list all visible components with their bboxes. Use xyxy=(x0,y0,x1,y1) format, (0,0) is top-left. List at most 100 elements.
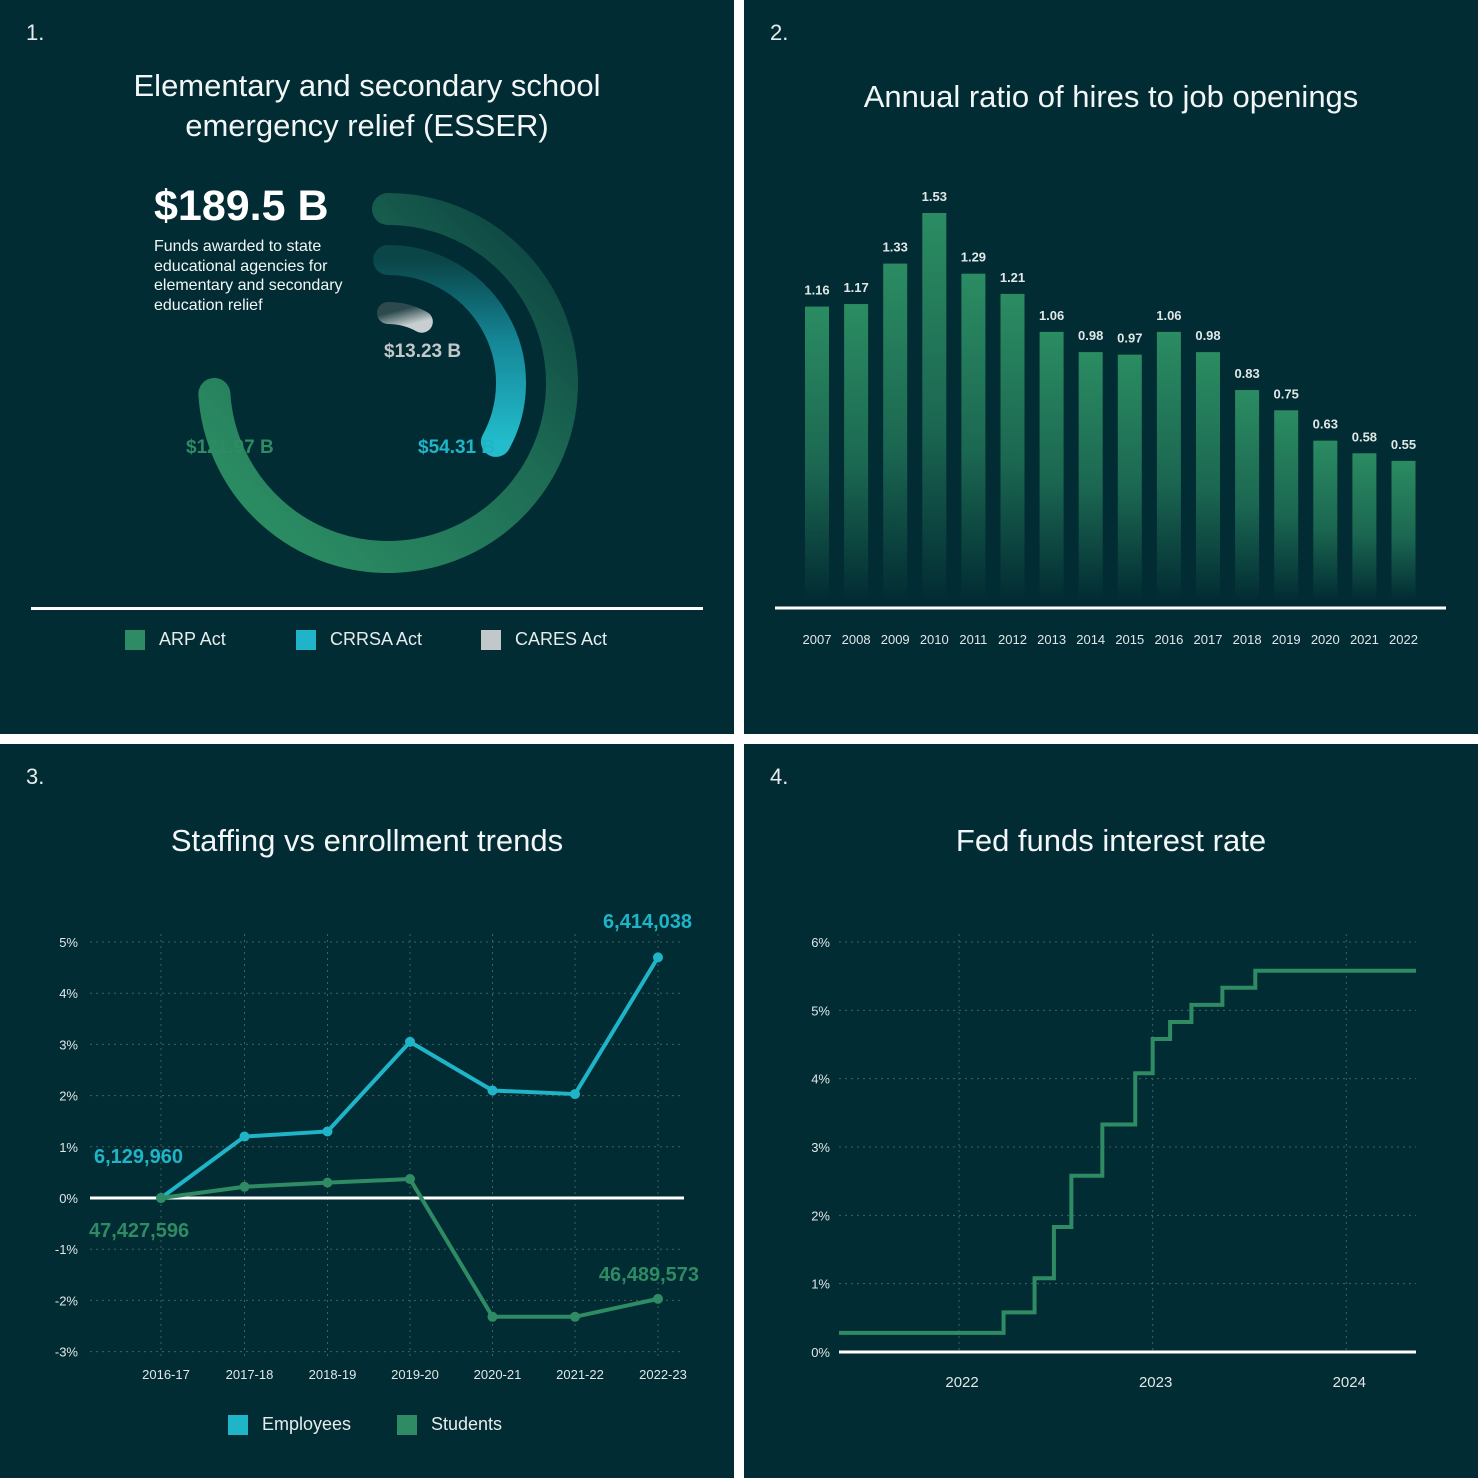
data-point xyxy=(239,1181,250,1192)
x-tick-label: 2017 xyxy=(1194,632,1223,647)
x-tick-label: 2014 xyxy=(1076,632,1105,647)
bar-2015 xyxy=(1117,354,1142,600)
esser-panel: 1. Elementary and secondary school emerg… xyxy=(0,0,734,734)
radial-bar-chart xyxy=(198,193,578,573)
x-tick-label: 2016 xyxy=(1154,632,1183,647)
bar-value-label: 0.97 xyxy=(1117,331,1142,346)
bar-value-label: 1.06 xyxy=(1039,308,1064,323)
legend-label: CARES Act xyxy=(515,629,608,649)
x-tick-label: 2019 xyxy=(1272,632,1301,647)
data-point xyxy=(487,1311,498,1322)
bar-value-label: 0.98 xyxy=(1078,328,1103,343)
bar-value-label: 0.75 xyxy=(1274,386,1299,401)
y-tick-label: 1% xyxy=(59,1140,78,1155)
x-tick-label: 2023 xyxy=(1139,1374,1172,1391)
arp-arc xyxy=(198,193,578,573)
y-tick-label: 5% xyxy=(811,1003,830,1018)
panel-title: Elementary and secondary school emergenc… xyxy=(0,66,734,146)
legend-swatch xyxy=(296,629,316,650)
staffing-panel: 3. Staffing vs enrollment trends 5% 4% 3% 2… xyxy=(0,744,734,1478)
x-tick-label: 2022 xyxy=(945,1374,978,1391)
x-tick-label: 2008 xyxy=(842,632,871,647)
data-point xyxy=(653,1293,663,1304)
bar-2011 xyxy=(961,273,986,600)
x-tick-label: 2016-17 xyxy=(142,1367,190,1382)
legend-swatch xyxy=(125,629,145,650)
x-tick-label: 2020-21 xyxy=(474,1367,522,1382)
x-tick-label: 2021 xyxy=(1350,632,1379,647)
x-tick-label: 2018-19 xyxy=(309,1367,357,1382)
legend-item-students: Students xyxy=(397,1414,502,1435)
legend-swatch xyxy=(481,629,501,650)
employees-end-label: 6,414,038 xyxy=(603,911,692,933)
legend-swatch xyxy=(397,1414,417,1435)
data-point xyxy=(239,1131,250,1142)
bar-2022 xyxy=(1391,460,1416,600)
cares-arc xyxy=(377,302,433,333)
total-amount: $189.5 B xyxy=(154,182,329,230)
y-tick-label: 5% xyxy=(59,935,78,950)
bar-value-label: 0.63 xyxy=(1313,417,1338,432)
bar-value-label: 1.29 xyxy=(961,250,986,265)
x-tick-label: 2018 xyxy=(1233,632,1262,647)
bar-value-label: 0.55 xyxy=(1391,437,1416,452)
bar-2012 xyxy=(1000,293,1025,600)
bar-value-label: 1.16 xyxy=(804,283,829,298)
bar-chart: 1.16 2007 1.17 2008 1.33 2009 1.53 2010 1.29 2011… xyxy=(775,189,1446,647)
bar-value-label: 1.06 xyxy=(1156,308,1181,323)
legend-item-crrsa: CRRSA Act xyxy=(296,629,422,650)
data-point xyxy=(487,1085,498,1096)
bar-2020 xyxy=(1313,440,1338,600)
bar-2014 xyxy=(1078,352,1103,600)
data-point xyxy=(570,1311,580,1322)
legend-swatch xyxy=(228,1414,248,1435)
data-point xyxy=(405,1174,415,1185)
total-description: Funds awarded to state educational agenc… xyxy=(154,238,343,314)
panel-title: Staffing vs enrollment trends xyxy=(170,823,564,858)
y-tick-label: 4% xyxy=(811,1072,830,1087)
y-tick-label: 0% xyxy=(811,1345,830,1360)
bar-2008 xyxy=(844,304,869,600)
y-tick-label: -3% xyxy=(55,1345,79,1360)
bar-2007 xyxy=(805,306,829,600)
bar-value-label: 1.53 xyxy=(922,189,947,204)
x-tick-label: 2017-18 xyxy=(226,1367,274,1382)
legend-item-arp: ARP Act xyxy=(125,629,226,650)
y-tick-label: 2% xyxy=(59,1089,78,1104)
legend-item-employees: Employees xyxy=(228,1414,351,1435)
data-point xyxy=(405,1036,415,1047)
bar-2018 xyxy=(1235,390,1260,600)
data-point xyxy=(322,1126,333,1137)
x-tick-label: 2021-22 xyxy=(556,1367,604,1382)
bar-2009 xyxy=(883,263,908,600)
legend-label: ARP Act xyxy=(159,629,226,649)
line-chart: 5% 4% 3% 2% 1% 0% -1% -2% -3% 2016-17 2017-18 2018-… xyxy=(55,911,699,1382)
panel-number: 1. xyxy=(26,20,45,45)
x-tick-label: 2012 xyxy=(998,632,1027,647)
x-tick-label: 2011 xyxy=(959,632,987,647)
data-point xyxy=(322,1177,333,1188)
bar-2016 xyxy=(1156,331,1181,600)
title-line-2: emergency relief (ESSER) xyxy=(185,108,549,143)
hires-ratio-panel: 2. Annual ratio of hires to job openings… xyxy=(744,0,1478,734)
y-tick-label: -2% xyxy=(55,1293,79,1308)
y-tick-label: 4% xyxy=(59,986,78,1001)
baseline-divider xyxy=(31,607,703,610)
data-point xyxy=(156,1193,166,1203)
rate-step-line xyxy=(839,968,1416,1335)
cares-value-label: $13.23 B xyxy=(384,341,462,362)
bar-value-label: 1.33 xyxy=(883,240,908,255)
x-tick-label: 2010 xyxy=(920,632,949,647)
crrsa-value-label: $54.31 B xyxy=(418,437,496,458)
y-tick-label: 1% xyxy=(811,1277,830,1292)
data-point xyxy=(570,1089,580,1100)
students-start-label: 47,427,596 xyxy=(89,1220,189,1242)
x-tick-label: 2024 xyxy=(1333,1374,1366,1391)
legend-label: Employees xyxy=(262,1414,352,1434)
y-tick-label: 0% xyxy=(59,1191,78,1206)
bar-2021 xyxy=(1352,453,1377,600)
title-line-1: Elementary and secondary school xyxy=(133,68,601,103)
bar-value-label: 0.98 xyxy=(1195,328,1220,343)
y-tick-label: 6% xyxy=(811,935,830,950)
bar-2010 xyxy=(922,213,947,600)
